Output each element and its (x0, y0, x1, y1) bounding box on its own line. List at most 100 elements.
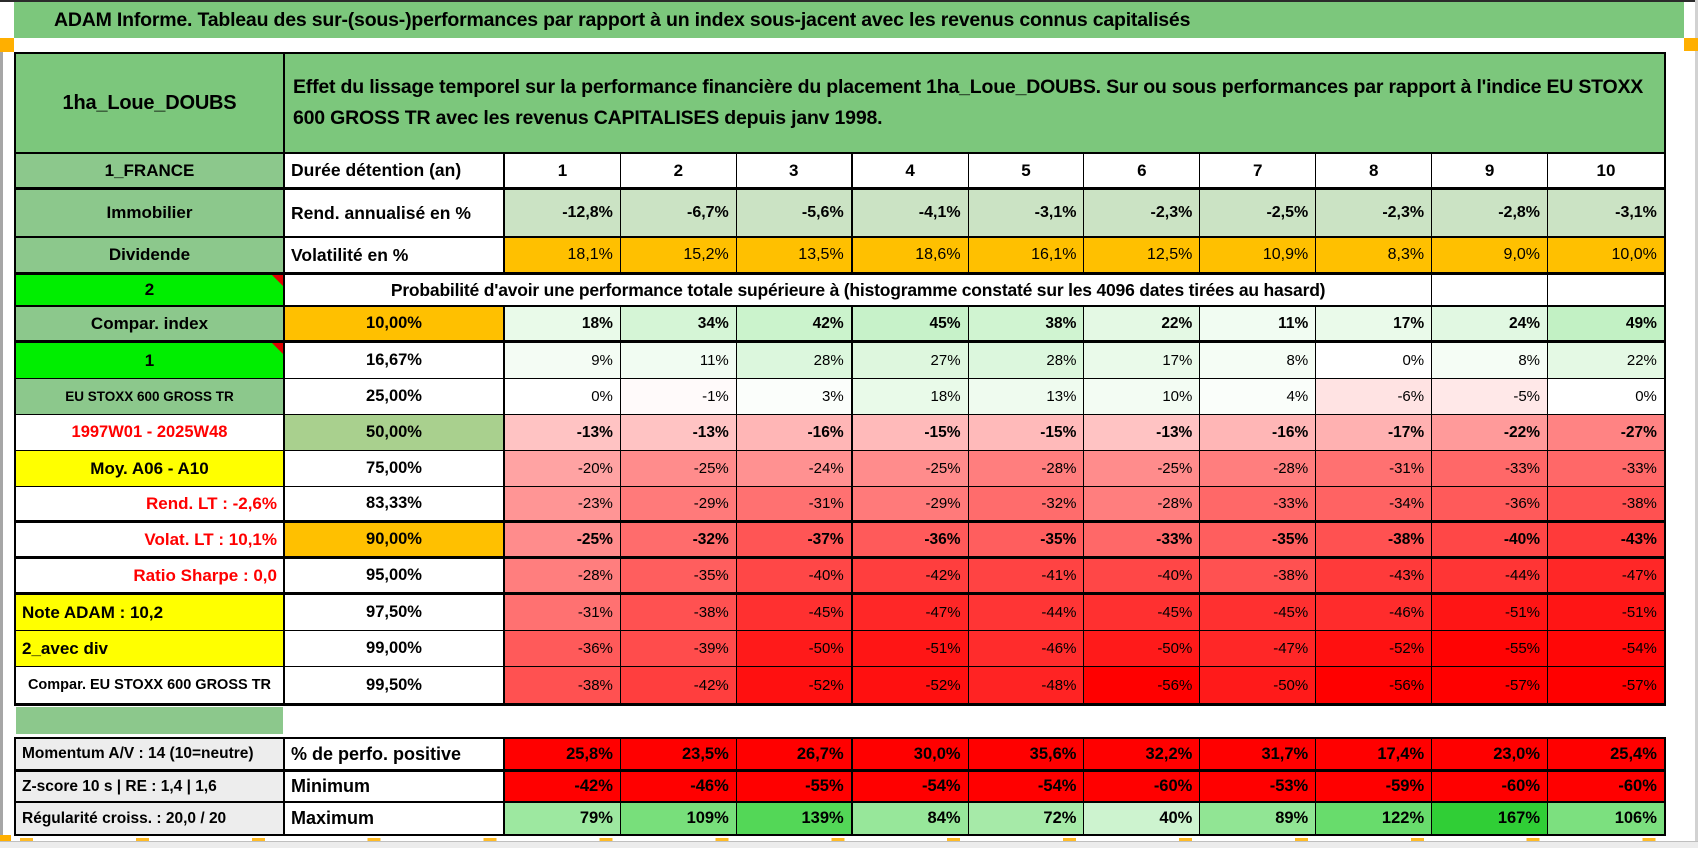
data-cell[interactable]: -32% (968, 487, 1085, 520)
data-cell[interactable]: 72% (968, 803, 1085, 834)
data-cell[interactable]: -36% (1432, 487, 1549, 520)
data-cell[interactable]: 28% (968, 343, 1085, 378)
data-cell[interactable]: -35% (968, 523, 1085, 556)
row-label-cell[interactable]: Compar. EU STOXX 600 GROSS TR (16, 667, 285, 703)
row-label-cell[interactable]: Rend. LT : -2,6% (16, 487, 285, 520)
row-metric-cell[interactable]: % de perfo. positive (285, 739, 505, 769)
row-metric-cell[interactable]: Durée détention (an) (285, 154, 505, 187)
data-cell[interactable]: 25,4% (1548, 739, 1664, 769)
data-cell[interactable]: -38% (1200, 559, 1317, 592)
threshold-cell[interactable]: 99,50% (285, 667, 505, 703)
row-label-cell[interactable]: 2_avec div (16, 631, 285, 666)
data-cell[interactable]: 89% (1200, 803, 1317, 834)
data-cell[interactable]: -6% (1316, 379, 1433, 414)
data-cell[interactable]: -33% (1432, 451, 1549, 486)
data-cell[interactable]: 139% (736, 803, 853, 834)
row-metric-cell[interactable]: Maximum (285, 803, 505, 834)
data-cell[interactable]: -24% (736, 451, 853, 486)
data-cell[interactable]: -33% (1548, 451, 1664, 486)
data-cell[interactable]: -42% (505, 772, 621, 801)
data-cell[interactable]: -12,8% (505, 190, 621, 236)
row-label-cell[interactable]: Momentum A/V : 14 (10=neutre) (16, 739, 285, 769)
data-cell[interactable]: -38% (1316, 523, 1433, 556)
threshold-cell[interactable]: 95,00% (285, 559, 505, 592)
data-cell[interactable]: -16% (736, 415, 853, 450)
data-cell[interactable]: -13% (620, 415, 737, 450)
data-cell[interactable]: -54% (1548, 631, 1664, 666)
threshold-cell[interactable]: 75,00% (285, 451, 505, 486)
data-cell[interactable]: -45% (1084, 595, 1201, 630)
data-cell[interactable]: -46% (620, 772, 737, 801)
data-cell[interactable]: -1% (620, 379, 737, 414)
year-header-cell[interactable]: 5 (969, 154, 1085, 187)
data-cell[interactable]: -13% (1084, 415, 1201, 450)
data-cell[interactable]: -42% (852, 559, 969, 592)
data-cell[interactable]: -31% (505, 595, 621, 630)
data-cell[interactable]: -59% (1316, 772, 1433, 801)
data-cell[interactable]: 35,6% (968, 739, 1085, 769)
data-cell[interactable]: -2,3% (1316, 190, 1433, 236)
data-cell[interactable] (1548, 275, 1664, 305)
data-cell[interactable]: 10% (1084, 379, 1201, 414)
data-cell[interactable]: 27% (852, 343, 969, 378)
threshold-cell[interactable]: 99,00% (285, 631, 505, 666)
year-header-cell[interactable]: 4 (853, 154, 969, 187)
data-cell[interactable]: 12,5% (1084, 238, 1201, 272)
data-cell[interactable]: -20% (505, 451, 621, 486)
row-metric-cell[interactable]: Minimum (285, 772, 505, 801)
row-label-cell[interactable]: EU STOXX 600 GROSS TR (16, 379, 285, 414)
data-cell[interactable]: -16% (1200, 415, 1317, 450)
data-cell[interactable]: -36% (505, 631, 621, 666)
data-cell[interactable]: -50% (1200, 667, 1317, 703)
data-cell[interactable]: 40% (1084, 803, 1201, 834)
data-cell[interactable]: -44% (968, 595, 1085, 630)
data-cell[interactable]: -31% (736, 487, 853, 520)
data-cell[interactable]: 79% (505, 803, 621, 834)
product-name-cell[interactable]: 1ha_Loue_DOUBS (16, 54, 285, 152)
data-cell[interactable]: -17% (1316, 415, 1433, 450)
data-cell[interactable]: -48% (968, 667, 1085, 703)
data-cell[interactable]: -23% (505, 487, 621, 520)
data-cell[interactable]: 15,2% (620, 238, 737, 272)
data-cell[interactable]: -50% (736, 631, 853, 666)
data-cell[interactable]: -3,1% (968, 190, 1085, 236)
year-header-cell[interactable]: 6 (1084, 154, 1201, 187)
data-cell[interactable]: -54% (852, 772, 969, 801)
data-cell[interactable]: -60% (1432, 772, 1549, 801)
data-cell[interactable]: 9,0% (1432, 238, 1549, 272)
data-cell[interactable] (1432, 275, 1549, 305)
threshold-cell[interactable]: 25,00% (285, 379, 505, 414)
data-cell[interactable]: -31% (1316, 451, 1433, 486)
data-cell[interactable]: -35% (1200, 523, 1317, 556)
data-cell[interactable]: 122% (1316, 803, 1433, 834)
data-cell[interactable]: 34% (620, 307, 737, 340)
data-cell[interactable]: -2,3% (1084, 190, 1201, 236)
data-cell[interactable]: -28% (968, 451, 1085, 486)
data-cell[interactable]: -47% (852, 595, 969, 630)
data-cell[interactable]: -43% (1548, 523, 1664, 556)
data-cell[interactable]: -51% (1548, 595, 1664, 630)
data-cell[interactable]: 106% (1548, 803, 1664, 834)
row-label-cell[interactable]: Z-score 10 s | RE : 1,4 | 1,6 (16, 772, 285, 801)
row-label-cell[interactable]: 2 (16, 275, 285, 305)
data-cell[interactable]: 167% (1432, 803, 1549, 834)
data-cell[interactable]: -55% (736, 772, 853, 801)
data-cell[interactable]: 13% (968, 379, 1085, 414)
data-cell[interactable]: -37% (736, 523, 853, 556)
data-cell[interactable]: 25,8% (505, 739, 621, 769)
data-cell[interactable]: -2,8% (1432, 190, 1549, 236)
year-header-cell[interactable]: 10 (1596, 160, 1616, 180)
data-cell[interactable]: -51% (1432, 595, 1549, 630)
data-cell[interactable]: 17% (1316, 307, 1433, 340)
data-cell[interactable]: -45% (736, 595, 853, 630)
data-cell[interactable]: 0% (1316, 343, 1433, 378)
data-cell[interactable]: 8% (1200, 343, 1317, 378)
data-cell[interactable]: -52% (736, 667, 853, 703)
data-cell[interactable]: -47% (1200, 631, 1317, 666)
data-cell[interactable]: -25% (1084, 451, 1201, 486)
data-cell[interactable]: -40% (736, 559, 853, 592)
data-cell[interactable]: 11% (1200, 307, 1317, 340)
data-cell[interactable]: -22% (1432, 415, 1549, 450)
data-cell[interactable]: -46% (1316, 595, 1433, 630)
data-cell[interactable]: -25% (852, 451, 969, 486)
